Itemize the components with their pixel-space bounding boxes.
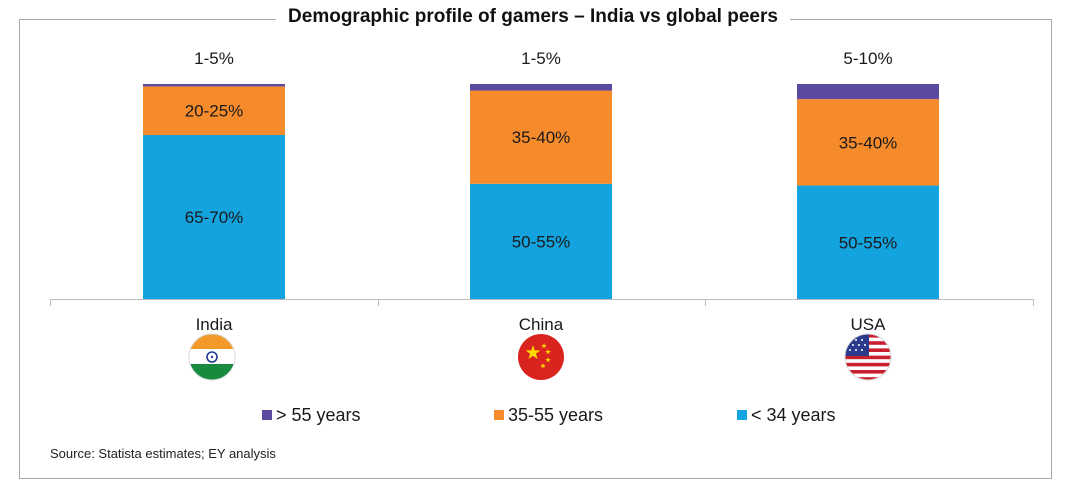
bar-segment-china-0 bbox=[470, 183, 612, 299]
data-label-usa-2: 5-10% bbox=[843, 49, 892, 68]
bar-segment-china-2 bbox=[470, 84, 612, 91]
india-flag-icon bbox=[189, 334, 235, 380]
bar-segment-usa-1 bbox=[797, 99, 939, 186]
bar-segment-india-0 bbox=[143, 135, 285, 299]
category-label-china: China bbox=[519, 315, 564, 334]
bar-segment-usa-2 bbox=[797, 84, 939, 100]
legend-label: > 55 years bbox=[276, 405, 361, 425]
legend-label: 35-55 years bbox=[508, 405, 603, 425]
data-label-china-0: 50-55% bbox=[512, 232, 571, 251]
source-note: Source: Statista estimates; EY analysis bbox=[50, 446, 276, 461]
legend-item-0: > 55 years bbox=[262, 405, 361, 425]
category-label-usa: USA bbox=[851, 315, 887, 334]
data-label-india-0: 65-70% bbox=[185, 208, 244, 227]
data-label-usa-1: 35-40% bbox=[839, 133, 898, 152]
legend-swatch bbox=[737, 410, 747, 420]
data-label-india-1: 20-25% bbox=[185, 102, 244, 121]
legend-item-1: 35-55 years bbox=[494, 405, 603, 425]
bar-segment-india-1 bbox=[143, 86, 285, 136]
bar-segment-usa-0 bbox=[797, 185, 939, 299]
data-label-india-2: 1-5% bbox=[194, 49, 234, 68]
legend-label: < 34 years bbox=[751, 405, 836, 425]
bar-segment-india-2 bbox=[143, 84, 285, 87]
data-label-usa-0: 50-55% bbox=[839, 233, 898, 252]
china-flag-icon bbox=[518, 334, 564, 380]
bar-segment-china-1 bbox=[470, 90, 612, 184]
data-label-china-1: 35-40% bbox=[512, 128, 571, 147]
usa-flag-icon bbox=[845, 334, 891, 380]
legend-swatch bbox=[262, 410, 272, 420]
legend-swatch bbox=[494, 410, 504, 420]
category-label-india: India bbox=[196, 315, 233, 334]
data-label-china-2: 1-5% bbox=[521, 49, 561, 68]
chart-title: Demographic profile of gamers – India vs… bbox=[0, 6, 1066, 28]
legend-item-2: < 34 years bbox=[737, 405, 836, 425]
